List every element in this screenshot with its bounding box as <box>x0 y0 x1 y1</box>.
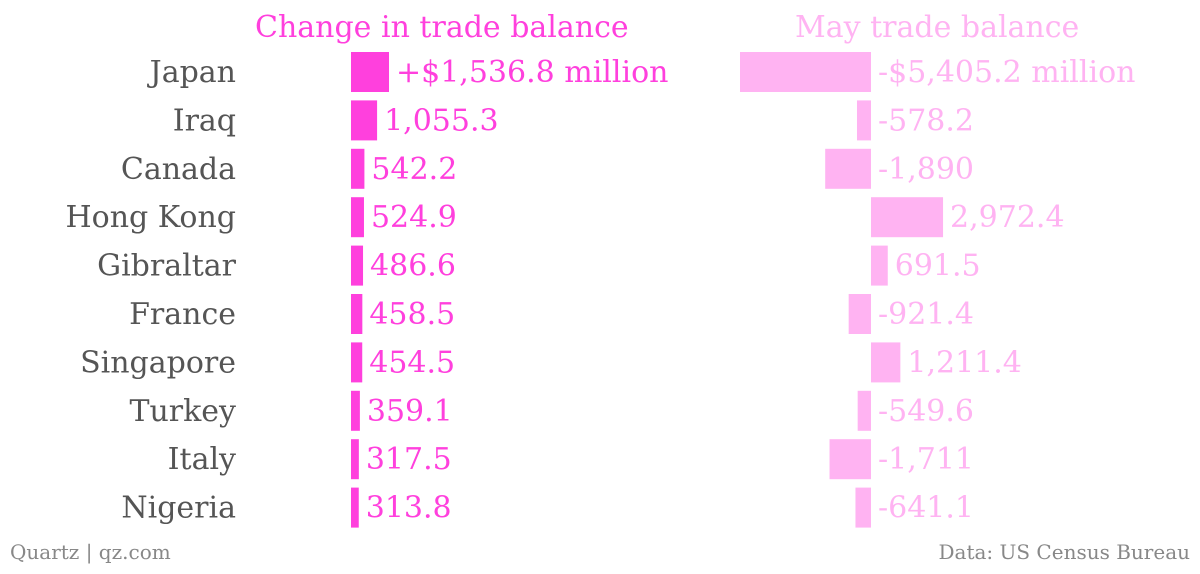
value-label-change: 317.5 <box>366 442 452 477</box>
value-label-may: -1,890 <box>878 152 974 187</box>
chart-titles: Change in trade balance May trade balanc… <box>255 10 1079 45</box>
bar-may <box>871 342 901 383</box>
bar-change <box>351 245 364 286</box>
bar-change <box>351 390 360 431</box>
value-label-may: -921.4 <box>878 297 974 332</box>
series-title-change: Change in trade balance <box>255 10 629 45</box>
category-label: Turkey <box>129 394 236 429</box>
data-source: Data: US Census Bureau <box>938 540 1191 564</box>
value-label-may: 1,211.4 <box>907 345 1022 380</box>
bar-change <box>351 197 364 238</box>
series-title-may: May trade balance <box>795 10 1079 45</box>
bar-may <box>871 245 888 286</box>
value-label-change: 542.2 <box>371 152 457 187</box>
series-change: +$1,536.8 million 1,055.3 542.2 524.9 486.6 4… <box>351 52 668 528</box>
category-label: Canada <box>121 152 236 187</box>
bar-may <box>855 487 871 528</box>
bar-may <box>848 294 871 334</box>
value-label-may: 691.5 <box>895 249 981 284</box>
value-label-may: -$5,405.2 million <box>878 55 1135 90</box>
bar-may <box>857 390 871 431</box>
source-credit: Quartz | qz.com <box>10 540 171 564</box>
bar-change <box>351 342 363 383</box>
value-label-change: +$1,536.8 million <box>396 55 668 90</box>
bar-change <box>351 439 359 480</box>
value-label-change: 524.9 <box>371 200 457 235</box>
category-label: Nigeria <box>121 491 236 526</box>
bar-may <box>829 439 871 480</box>
bar-change <box>351 148 365 189</box>
value-label-may: -641.1 <box>878 491 974 526</box>
value-label-change: 1,055.3 <box>384 103 499 138</box>
value-label-change: 454.5 <box>369 345 455 380</box>
bar-change <box>351 100 378 141</box>
category-label: Singapore <box>80 345 236 380</box>
bar-may <box>856 100 871 141</box>
value-label-change: 359.1 <box>367 394 453 429</box>
value-label-may: -549.6 <box>878 394 974 429</box>
value-label-may: -1,711 <box>878 442 974 477</box>
value-label-may: -578.2 <box>878 103 974 138</box>
category-label: Italy <box>168 442 236 477</box>
category-label: Japan <box>147 55 236 90</box>
bar-change <box>351 487 359 528</box>
bar-may <box>740 52 871 92</box>
bar-may <box>871 197 944 238</box>
category-labels: Japan Iraq Canada Hong Kong Gibraltar France S… <box>66 55 237 526</box>
value-label-change: 313.8 <box>366 491 452 526</box>
value-label-change: 486.6 <box>370 249 456 284</box>
series-may: -$5,405.2 million -578.2 -1,890 2,972.4 691.… <box>740 52 1135 528</box>
bar-may <box>825 148 871 189</box>
category-label: France <box>129 297 236 332</box>
bar-change <box>351 52 389 92</box>
value-label-change: 458.5 <box>369 297 455 332</box>
bar-change <box>351 294 363 334</box>
category-label: Iraq <box>173 103 236 138</box>
value-label-may: 2,972.4 <box>950 200 1065 235</box>
category-label: Gibraltar <box>97 249 237 284</box>
category-label: Hong Kong <box>66 200 236 235</box>
